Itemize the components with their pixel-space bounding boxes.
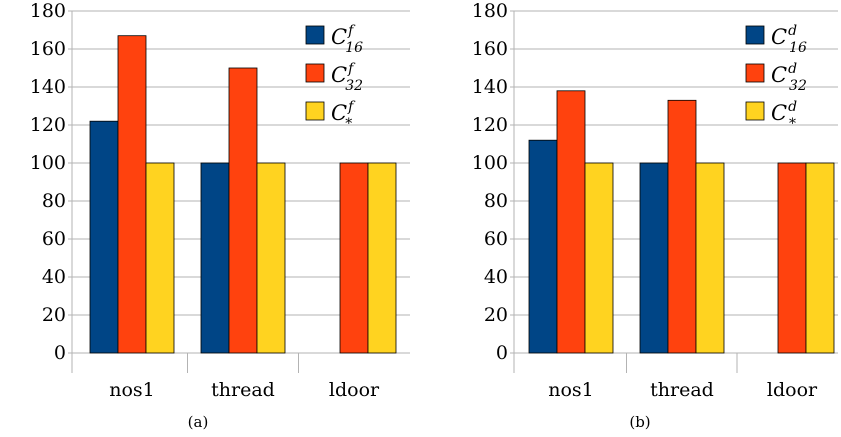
figure-caption: (a)	[188, 413, 209, 431]
legend: Cd 16 Cd 32 Cd *	[745, 23, 807, 132]
x-tick-label: nos1	[109, 379, 155, 401]
y-tick-label: 20	[484, 304, 508, 326]
y-tick-label: 40	[42, 266, 66, 288]
bar-thread-series-2	[256, 162, 286, 354]
bar-ldoor-series-2	[367, 162, 397, 354]
bar-ldoor-series-1	[777, 162, 807, 354]
legend-swatch	[305, 25, 325, 45]
legend-swatch	[305, 101, 325, 121]
bar-ldoor-series-2	[805, 162, 835, 354]
y-tick-label: 80	[42, 190, 66, 212]
y-tick-label: 0	[54, 342, 66, 364]
y-tick-label: 80	[484, 190, 508, 212]
bar-thread-series-2	[695, 162, 725, 354]
legend-label: Cd 32	[771, 61, 807, 94]
y-tick-label: 140	[30, 76, 66, 98]
bar-ldoor-series-1	[339, 162, 369, 354]
x-tick-label: ldoor	[767, 379, 818, 401]
bar-nos1-series-2	[584, 162, 614, 354]
bar-nos1-series-0	[528, 139, 558, 354]
figure-caption: (b)	[629, 413, 650, 431]
legend-swatch	[305, 63, 325, 83]
bar-nos1-series-1	[556, 90, 586, 354]
bar-thread-series-0	[200, 162, 230, 354]
bar-nos1-series-0	[89, 120, 119, 354]
y-tick-label: 60	[42, 228, 66, 250]
bar-thread-series-0	[639, 162, 669, 354]
y-tick-label: 180	[30, 0, 66, 22]
legend-label: Cf 16	[331, 23, 363, 56]
y-tick-label: 40	[484, 266, 508, 288]
y-tick-label: 180	[472, 0, 508, 22]
legend-label: Cf *	[331, 99, 356, 132]
chart-panel-b: 0 20 40 60 80 100 120 140 160 180 nos1 thread ldoor (…	[472, 0, 838, 431]
bar-nos1-series-1	[117, 35, 147, 354]
x-tick-label: nos1	[548, 379, 594, 401]
legend-swatch	[745, 63, 765, 83]
bar-thread-series-1	[228, 67, 258, 354]
y-tick-label: 120	[30, 114, 66, 136]
legend-label: Cd 16	[771, 23, 807, 56]
legend-swatch	[745, 101, 765, 121]
legend-label: Cd *	[771, 99, 797, 132]
bar-thread-series-1	[667, 99, 697, 354]
y-tick-label: 100	[472, 152, 508, 174]
legend-swatch	[745, 25, 765, 45]
x-tick-label: ldoor	[329, 379, 380, 401]
x-tick-label: thread	[650, 379, 714, 401]
legend: Cf 16 Cf 32 Cf *	[305, 23, 363, 132]
x-tick-label: thread	[211, 379, 275, 401]
y-tick-label: 20	[42, 304, 66, 326]
legend-label: Cf 32	[331, 61, 363, 94]
y-tick-label: 0	[496, 342, 508, 364]
y-tick-label: 120	[472, 114, 508, 136]
bar-nos1-series-2	[145, 162, 175, 354]
y-tick-label: 140	[472, 76, 508, 98]
y-tick-label: 160	[472, 38, 508, 60]
y-tick-label: 160	[30, 38, 66, 60]
y-tick-label: 100	[30, 152, 66, 174]
y-tick-label: 60	[484, 228, 508, 250]
chart-panel-a: 0 20 40 60 80 100 120 140 160 180 nos1 thread ldoor (…	[30, 0, 410, 431]
